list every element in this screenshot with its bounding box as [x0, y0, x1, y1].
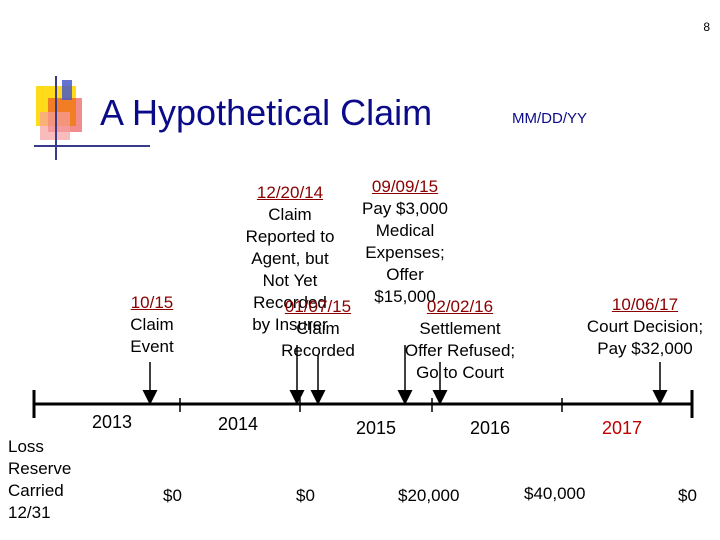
- reserve-amount: $0: [678, 486, 697, 505]
- year-label: 2017: [602, 418, 643, 438]
- event-claim-recorded: 01/07/15 Claim Recorded: [281, 297, 355, 360]
- page-title: A Hypothetical Claim: [100, 92, 433, 133]
- reserve-amount: $0: [163, 486, 182, 505]
- event-offer-refused: 02/02/16 Settlement Offer Refused; Go to…: [404, 297, 516, 382]
- event-payment-offer: 09/09/15 Pay $3,000 Medical Expenses; Of…: [361, 177, 448, 306]
- event-claim-reported: 12/20/14 Claim Reported to Agent, but No…: [245, 183, 335, 334]
- year-label: 2014: [218, 414, 259, 434]
- reserve-amount: $20,000: [398, 486, 460, 505]
- reserve-amount: $0: [296, 486, 315, 505]
- loss-reserve-label: Loss Reserve Carried 12/31: [8, 437, 72, 522]
- event-claim-event: 10/15 Claim Event: [130, 293, 174, 356]
- reserve-amount: $40,000: [524, 484, 586, 503]
- year-label: 2016: [470, 418, 511, 438]
- event-court-decision: 10/06/17 Court Decision; Pay $32,000: [586, 295, 704, 358]
- year-label: 2015: [356, 418, 397, 438]
- year-label: 2013: [92, 412, 133, 432]
- date-format-note: MM/DD/YY: [512, 110, 587, 127]
- slide-number: 8: [703, 20, 710, 34]
